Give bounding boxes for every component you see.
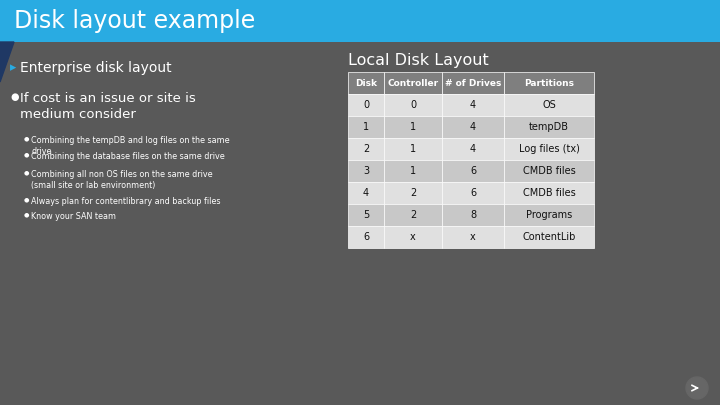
Text: Partitions: Partitions <box>524 79 574 87</box>
Bar <box>442 138 504 160</box>
Text: 4: 4 <box>363 188 369 198</box>
Text: 6: 6 <box>470 188 476 198</box>
Bar <box>384 138 442 160</box>
Text: 1: 1 <box>410 166 416 176</box>
Bar <box>348 138 384 160</box>
Text: Disk layout example: Disk layout example <box>14 9 256 33</box>
Bar <box>442 160 504 182</box>
Text: Programs: Programs <box>526 210 572 220</box>
Text: OS: OS <box>542 100 556 110</box>
Text: Combining the database files on the same drive: Combining the database files on the same… <box>31 152 225 161</box>
Bar <box>384 182 442 204</box>
Text: Combining all non OS files on the same drive
(small site or lab environment): Combining all non OS files on the same d… <box>31 170 212 190</box>
Bar <box>442 182 504 204</box>
Text: 2: 2 <box>410 210 416 220</box>
Text: tempDB: tempDB <box>529 122 569 132</box>
Bar <box>384 160 442 182</box>
Bar <box>442 94 504 116</box>
Text: Combining the tempDB and log files on the same
drive: Combining the tempDB and log files on th… <box>31 136 230 156</box>
Text: ●: ● <box>24 152 30 157</box>
Bar <box>504 116 594 138</box>
Bar <box>442 116 504 138</box>
Bar <box>348 182 384 204</box>
Polygon shape <box>0 42 14 82</box>
Text: 6: 6 <box>363 232 369 242</box>
Text: 1: 1 <box>410 144 416 154</box>
Bar <box>442 204 504 226</box>
Bar <box>504 204 594 226</box>
Text: ▸: ▸ <box>10 62 17 75</box>
Text: 2: 2 <box>410 188 416 198</box>
Bar <box>504 72 594 94</box>
Text: Enterprise disk layout: Enterprise disk layout <box>20 61 171 75</box>
Bar <box>384 204 442 226</box>
Bar <box>0 0 720 42</box>
Text: Controller: Controller <box>387 79 438 87</box>
Text: 1: 1 <box>410 122 416 132</box>
Bar <box>442 226 504 248</box>
Bar <box>504 138 594 160</box>
Bar <box>384 72 442 94</box>
Text: 0: 0 <box>363 100 369 110</box>
Text: 2: 2 <box>363 144 369 154</box>
Text: ●: ● <box>24 136 30 141</box>
Bar <box>348 72 384 94</box>
Text: x: x <box>410 232 416 242</box>
Text: CMDB files: CMDB files <box>523 166 575 176</box>
Bar <box>504 160 594 182</box>
Bar <box>348 94 384 116</box>
Text: 1: 1 <box>363 122 369 132</box>
Text: CMDB files: CMDB files <box>523 188 575 198</box>
Text: # of Drives: # of Drives <box>445 79 501 87</box>
Bar <box>504 226 594 248</box>
Bar <box>384 94 442 116</box>
Bar <box>384 116 442 138</box>
Text: 5: 5 <box>363 210 369 220</box>
Text: Local Disk Layout: Local Disk Layout <box>348 53 489 68</box>
Text: ●: ● <box>24 212 30 217</box>
Text: ●: ● <box>24 170 30 175</box>
Text: 3: 3 <box>363 166 369 176</box>
Text: ●: ● <box>10 92 19 102</box>
Bar <box>348 160 384 182</box>
Text: 4: 4 <box>470 100 476 110</box>
Bar <box>504 94 594 116</box>
Text: ●: ● <box>24 197 30 202</box>
Bar <box>348 226 384 248</box>
Text: 0: 0 <box>410 100 416 110</box>
Circle shape <box>686 377 708 399</box>
Text: ContentLib: ContentLib <box>522 232 576 242</box>
Text: Know your SAN team: Know your SAN team <box>31 212 116 221</box>
Bar <box>348 116 384 138</box>
Bar <box>384 226 442 248</box>
Text: 4: 4 <box>470 122 476 132</box>
Text: 8: 8 <box>470 210 476 220</box>
Text: If cost is an issue or site is
medium consider: If cost is an issue or site is medium co… <box>20 92 196 121</box>
Bar <box>348 204 384 226</box>
Text: x: x <box>470 232 476 242</box>
Text: 4: 4 <box>470 144 476 154</box>
Text: Disk: Disk <box>355 79 377 87</box>
Text: Log files (tx): Log files (tx) <box>518 144 580 154</box>
Text: 6: 6 <box>470 166 476 176</box>
Bar <box>442 72 504 94</box>
Text: Always plan for contentlibrary and backup files: Always plan for contentlibrary and backu… <box>31 197 220 206</box>
Bar <box>504 182 594 204</box>
